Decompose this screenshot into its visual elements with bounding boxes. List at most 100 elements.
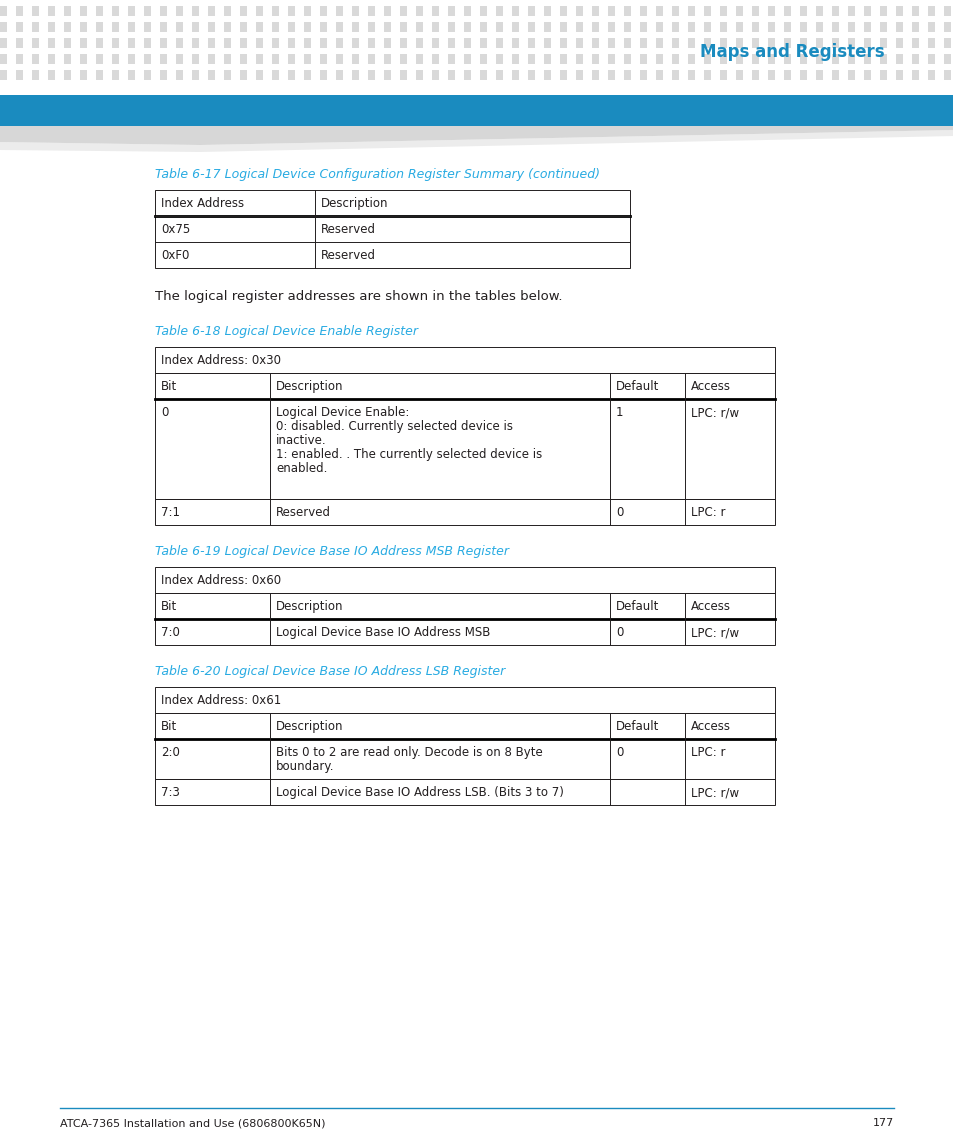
Bar <box>703 22 710 32</box>
Bar <box>463 6 471 16</box>
Bar <box>607 6 615 16</box>
Bar <box>863 54 870 64</box>
Bar <box>154 593 774 619</box>
Bar <box>720 70 726 80</box>
Bar <box>639 38 646 48</box>
Text: Logical Device Base IO Address LSB. (Bits 3 to 7): Logical Device Base IO Address LSB. (Bit… <box>275 785 563 799</box>
Bar <box>399 70 407 80</box>
Bar <box>224 54 231 64</box>
Bar <box>144 22 151 32</box>
Bar <box>255 70 263 80</box>
Bar <box>671 70 679 80</box>
Bar <box>639 54 646 64</box>
Bar <box>783 38 790 48</box>
Text: 1: 1 <box>616 406 623 419</box>
Text: Default: Default <box>616 380 659 393</box>
Bar <box>96 22 103 32</box>
Text: Description: Description <box>275 720 343 733</box>
Bar <box>144 6 151 16</box>
Text: 1: enabled. . The currently selected device is: 1: enabled. . The currently selected dev… <box>275 448 541 461</box>
Bar <box>384 22 391 32</box>
Text: Bits 0 to 2 are read only. Decode is on 8 Byte: Bits 0 to 2 are read only. Decode is on … <box>275 747 542 759</box>
Bar <box>623 22 630 32</box>
Bar <box>432 38 438 48</box>
Bar <box>927 38 934 48</box>
Bar <box>512 70 518 80</box>
Bar <box>80 70 87 80</box>
Bar <box>847 70 854 80</box>
Bar <box>783 6 790 16</box>
Bar <box>416 38 422 48</box>
Bar <box>48 54 55 64</box>
Bar <box>895 70 902 80</box>
Bar <box>175 70 183 80</box>
Bar <box>154 619 774 645</box>
Text: 0: 0 <box>616 506 622 519</box>
Bar <box>623 6 630 16</box>
Bar <box>96 38 103 48</box>
Polygon shape <box>0 131 953 152</box>
Bar <box>154 739 774 779</box>
Bar <box>543 38 551 48</box>
Bar <box>175 6 183 16</box>
Text: 7:3: 7:3 <box>161 785 180 799</box>
Bar <box>831 70 838 80</box>
Bar <box>559 70 566 80</box>
Bar <box>80 6 87 16</box>
Text: Description: Description <box>275 380 343 393</box>
Bar <box>735 54 742 64</box>
Bar <box>448 6 455 16</box>
Bar <box>815 6 822 16</box>
Bar <box>831 54 838 64</box>
Bar <box>863 38 870 48</box>
Bar <box>576 54 582 64</box>
Polygon shape <box>0 126 953 145</box>
Bar <box>335 70 343 80</box>
Bar <box>911 22 918 32</box>
Bar <box>735 38 742 48</box>
Bar <box>656 38 662 48</box>
Bar <box>687 38 695 48</box>
Bar <box>879 38 886 48</box>
Bar <box>208 38 214 48</box>
Bar <box>144 70 151 80</box>
Text: Bit: Bit <box>161 600 177 613</box>
Bar <box>128 54 135 64</box>
Bar <box>479 38 486 48</box>
Text: 7:1: 7:1 <box>161 506 180 519</box>
Text: LPC: r: LPC: r <box>690 747 724 759</box>
Bar <box>80 22 87 32</box>
Bar <box>432 54 438 64</box>
Bar <box>559 38 566 48</box>
Bar <box>240 54 247 64</box>
Bar <box>448 38 455 48</box>
Bar <box>943 70 950 80</box>
Bar <box>160 6 167 16</box>
Bar <box>479 22 486 32</box>
Bar <box>64 70 71 80</box>
Bar <box>64 54 71 64</box>
Bar <box>735 70 742 80</box>
Bar <box>607 22 615 32</box>
Bar <box>543 70 551 80</box>
Bar <box>751 54 759 64</box>
Bar <box>720 22 726 32</box>
Bar <box>927 6 934 16</box>
Text: Logical Device Base IO Address MSB: Logical Device Base IO Address MSB <box>275 626 490 639</box>
Bar <box>128 38 135 48</box>
Bar <box>479 70 486 80</box>
Bar <box>687 54 695 64</box>
Bar <box>800 54 806 64</box>
Text: Reserved: Reserved <box>275 506 331 519</box>
Bar <box>751 70 759 80</box>
Bar <box>479 6 486 16</box>
Text: Description: Description <box>320 197 388 210</box>
Bar <box>272 38 278 48</box>
Bar <box>160 38 167 48</box>
Bar <box>416 22 422 32</box>
Bar <box>735 6 742 16</box>
Bar <box>192 22 199 32</box>
Bar <box>863 22 870 32</box>
Bar <box>192 70 199 80</box>
Bar <box>192 38 199 48</box>
